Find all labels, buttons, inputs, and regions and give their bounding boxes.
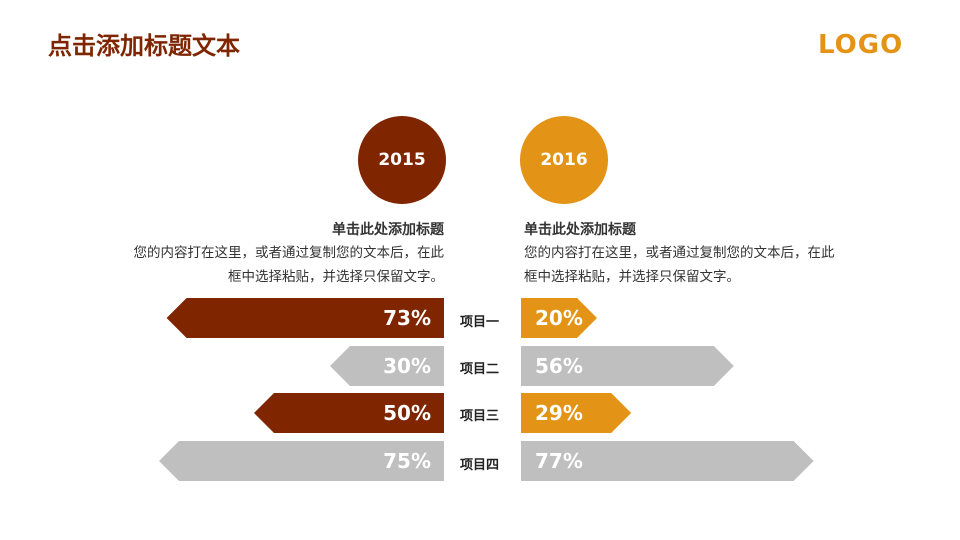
left-heading: 单击此处添加标题 bbox=[332, 222, 444, 238]
right-bar-2 bbox=[521, 346, 734, 386]
year-badge-right: 2016 bbox=[520, 116, 608, 204]
item-label-4: 项目四 bbox=[460, 458, 500, 473]
right-bar-value-2: 56% bbox=[535, 354, 583, 378]
page-title: 点击添加标题文本 bbox=[48, 32, 240, 60]
right-bar-value-1: 20% bbox=[535, 306, 583, 330]
left-bar-value-3: 50% bbox=[383, 401, 431, 425]
item-label-3: 项目三 bbox=[460, 409, 500, 424]
left-bar-4 bbox=[159, 441, 444, 481]
right-bar-4 bbox=[521, 441, 814, 481]
left-description-line1: 您的内容打在这里，或者通过复制您的文本后，在此 bbox=[133, 245, 445, 261]
left-bar-value-1: 73% bbox=[383, 306, 431, 330]
year-badge-left: 2015 bbox=[358, 116, 446, 204]
right-bar-1 bbox=[521, 298, 597, 338]
right-description-line1: 您的内容打在这里，或者通过复制您的文本后，在此 bbox=[524, 245, 835, 261]
left-description-line2: 框中选择粘贴，并选择只保留文字。 bbox=[228, 269, 444, 285]
left-description: 您的内容打在这里，或者通过复制您的文本后，在此 框中选择粘贴，并选择只保留文字。 bbox=[134, 241, 445, 289]
item-label-2: 项目二 bbox=[460, 362, 500, 377]
right-heading: 单击此处添加标题 bbox=[524, 222, 636, 238]
logo: LOGO bbox=[818, 30, 904, 60]
left-bar-3 bbox=[254, 393, 444, 433]
left-bar-1 bbox=[166, 298, 444, 338]
right-bar-3 bbox=[521, 393, 632, 433]
left-bar-2 bbox=[330, 346, 444, 386]
right-description-line2: 框中选择粘贴，并选择只保留文字。 bbox=[524, 269, 740, 285]
right-description: 您的内容打在这里，或者通过复制您的文本后，在此 框中选择粘贴，并选择只保留文字。 bbox=[524, 241, 835, 289]
right-bar-value-4: 77% bbox=[535, 449, 583, 473]
left-bar-value-2: 30% bbox=[383, 354, 431, 378]
left-bar-value-4: 75% bbox=[383, 449, 431, 473]
right-bar-value-3: 29% bbox=[535, 401, 583, 425]
item-label-1: 项目一 bbox=[460, 315, 500, 330]
